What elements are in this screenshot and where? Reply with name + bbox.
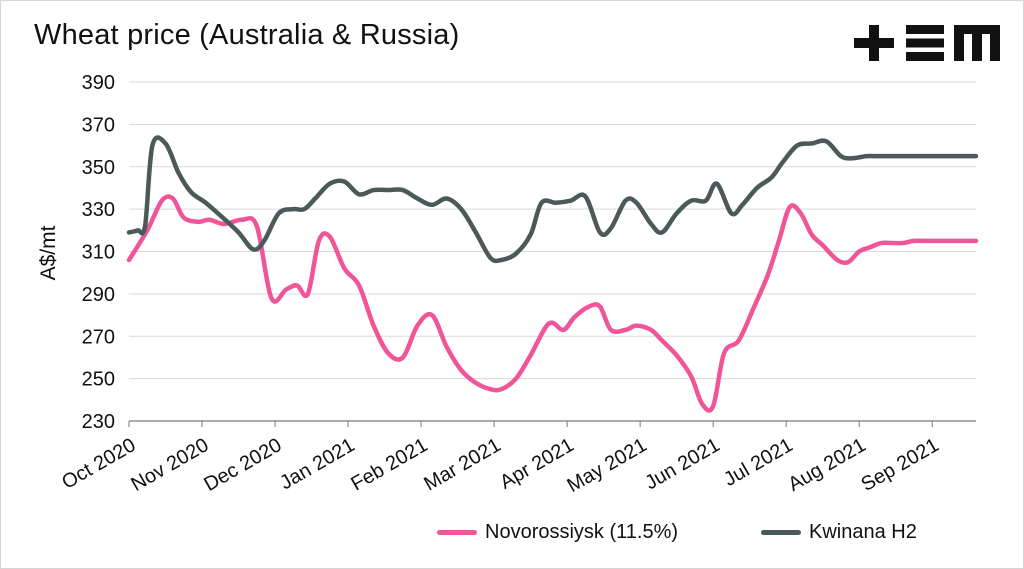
y-tick-label: 350 xyxy=(82,157,115,179)
legend-swatch-kwinana xyxy=(761,530,801,535)
legend-label-novorossiysk: Novorossiysk (11.5%) xyxy=(485,521,679,543)
y-tick-label: 330 xyxy=(82,199,115,221)
x-tick-label: Jun 2021 xyxy=(641,434,723,494)
x-tick-label: Nov 2020 xyxy=(127,434,212,496)
y-tick-label: 310 xyxy=(82,242,115,264)
legend-label-kwinana: Kwinana H2 xyxy=(809,521,917,543)
x-tick-label: Jan 2021 xyxy=(276,434,358,494)
legend-item-kwinana: Kwinana H2 xyxy=(761,521,917,544)
y-tick-label: 370 xyxy=(82,114,115,136)
y-tick-label: 290 xyxy=(82,284,115,306)
y-axis-label: A$/mt xyxy=(37,225,60,280)
x-tick-label: Aug 2021 xyxy=(785,434,870,496)
x-tick-label: May 2021 xyxy=(564,434,651,497)
x-tick-label: Apr 2021 xyxy=(496,434,577,494)
x-tick-label: Jul 2021 xyxy=(720,434,796,491)
x-tick-label: Dec 2020 xyxy=(200,434,285,496)
tem-logo xyxy=(854,25,1000,61)
chart-title: Wheat price (Australia & Russia) xyxy=(34,19,460,51)
y-tick-label: 250 xyxy=(82,369,115,391)
series-line-novorossiysk xyxy=(126,194,979,413)
y-tick-label: 230 xyxy=(82,411,115,433)
legend-swatch-novorossiysk xyxy=(437,530,477,535)
x-tick-label: Mar 2021 xyxy=(420,434,504,495)
y-tick-label: 390 xyxy=(82,72,115,94)
x-tick-label: Oct 2020 xyxy=(58,434,139,494)
y-tick-label: 270 xyxy=(82,326,115,348)
x-tick-label: Sep 2021 xyxy=(858,434,943,496)
legend-item-novorossiysk: Novorossiysk (11.5%) xyxy=(437,521,678,544)
series-line-kwinana xyxy=(126,135,979,264)
x-tick-label: Feb 2021 xyxy=(347,434,431,495)
